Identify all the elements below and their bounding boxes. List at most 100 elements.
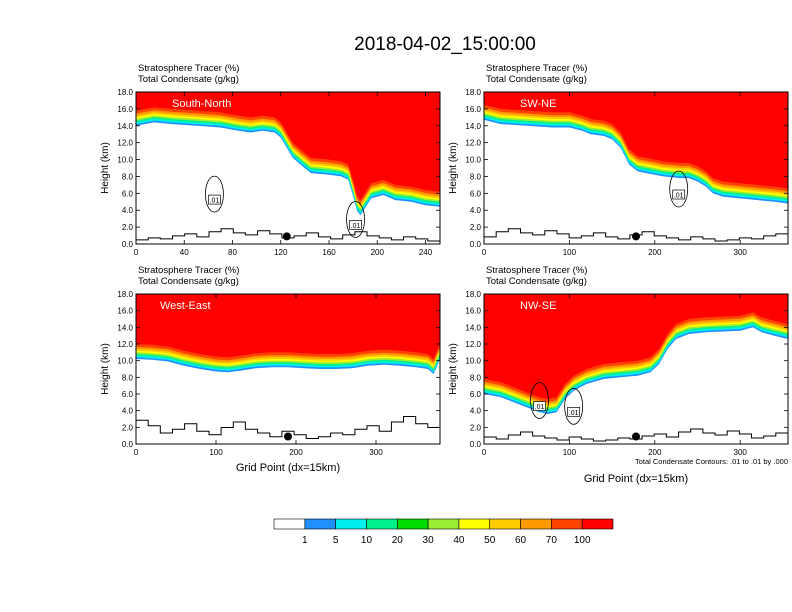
x-tick-label: 40 <box>180 248 189 257</box>
y-tick-label: 14.0 <box>465 122 481 131</box>
contour-label: .01 <box>535 404 545 411</box>
colorbar-label: 5 <box>333 535 339 546</box>
y-tick-label: 10.0 <box>117 357 133 366</box>
panel-label: South-North <box>172 98 231 110</box>
contour-label: .01 <box>210 198 220 205</box>
x-tick-label: 80 <box>228 248 237 257</box>
colorbar-label: 70 <box>546 535 558 546</box>
y-tick-label: 2.0 <box>470 223 482 232</box>
x-tick-label: 200 <box>648 248 662 257</box>
y-tick-label: 18.0 <box>117 290 133 299</box>
y-tick-label: 14.0 <box>465 323 481 332</box>
colorbar-swatch <box>366 518 398 530</box>
colorbar-swatch <box>520 518 552 530</box>
tracer-band <box>136 294 440 359</box>
contour-label-box <box>349 220 362 230</box>
figure-title: 2018-04-02_15:00:00 <box>354 34 536 55</box>
colorbar-swatch <box>304 518 336 530</box>
location-marker <box>632 232 640 241</box>
x-axis-label: Grid Point (dx=15km) <box>236 462 340 474</box>
plot-area: .01 <box>484 92 788 244</box>
colorbar-swatch <box>335 518 367 530</box>
location-marker <box>632 432 640 441</box>
y-tick-label: 16.0 <box>117 307 133 316</box>
field-label: Total Condensate (g/kg) <box>486 74 587 85</box>
colorbar-swatch <box>273 518 306 530</box>
colorbar-label: 40 <box>453 535 465 546</box>
contour-label-box <box>533 401 546 411</box>
contour-label-box <box>208 194 221 205</box>
colorbar-label: 30 <box>423 535 435 546</box>
y-tick-label: 2.0 <box>470 423 482 432</box>
y-tick-label: 4.0 <box>470 206 482 215</box>
condensate-contour <box>346 201 365 238</box>
x-tick-label: 160 <box>322 248 336 257</box>
field-label: Total Condensate (g/kg) <box>138 74 239 85</box>
colorbar-label: 1 <box>302 535 308 546</box>
colorbar-label: 100 <box>574 535 591 546</box>
y-tick-label: 18.0 <box>465 290 481 299</box>
y-tick-label: 0.0 <box>470 440 482 449</box>
plot-frame <box>483 293 789 445</box>
y-tick-label: 18.0 <box>465 88 481 97</box>
location-marker <box>282 232 291 241</box>
x-tick-label: 100 <box>563 248 577 257</box>
plot-frame <box>135 293 441 445</box>
plot-area: .01 .01 <box>484 294 788 444</box>
condensate-contour <box>530 382 549 419</box>
tracer-band <box>484 92 788 189</box>
y-tick-label: 8.0 <box>470 172 482 181</box>
x-tick-label: 0 <box>134 248 139 257</box>
y-tick-label: 12.0 <box>465 340 481 349</box>
tracer-band <box>136 92 440 201</box>
y-tick-label: 0.0 <box>470 240 482 249</box>
colorbar-swatch <box>458 518 491 530</box>
colorbar-swatch <box>427 518 460 530</box>
y-tick-label: 6.0 <box>470 390 482 399</box>
field-label: Stratosphere Tracer (%) <box>486 63 587 74</box>
x-tick-label: 240 <box>419 248 433 257</box>
y-tick-label: 16.0 <box>117 105 133 114</box>
contour-label: .01 <box>351 223 361 230</box>
footnote: Total Condensate Contours: .01 to .01 by… <box>635 457 788 466</box>
y-tick-label: 12.0 <box>465 139 481 148</box>
terrain-line <box>136 416 440 439</box>
x-tick-label: 100 <box>563 448 577 457</box>
colorbar-label: 50 <box>484 535 496 546</box>
y-tick-label: 4.0 <box>122 206 134 215</box>
y-tick-label: 4.0 <box>122 407 134 416</box>
colorbar-swatch <box>551 518 583 530</box>
contour-label: .01 <box>674 193 684 200</box>
y-tick-label: 16.0 <box>465 105 481 114</box>
location-marker <box>284 432 292 441</box>
colorbar-label: 60 <box>515 535 527 546</box>
y-tick-label: 14.0 <box>117 323 133 332</box>
x-tick-label: 100 <box>209 448 223 457</box>
y-tick-label: 8.0 <box>122 172 134 181</box>
panel-south-north: .01 .01 South-North Stratosphere Tracer (%)… <box>100 63 441 257</box>
x-tick-label: 200 <box>648 448 662 457</box>
plot-frame <box>483 91 789 245</box>
x-tick-label: 300 <box>734 448 748 457</box>
y-tick-label: 0.0 <box>122 240 134 249</box>
x-tick-label: 0 <box>482 448 487 457</box>
condensate-contour <box>564 387 584 425</box>
y-axis-label: Height (km) <box>100 142 111 194</box>
field-label: Total Condensate (g/kg) <box>486 276 587 287</box>
contour-label-box <box>672 189 686 200</box>
colorbar-label: 10 <box>361 535 373 546</box>
panel-sw-ne: .01 SW-NE Stratosphere Tracer (%)Total Con… <box>448 63 789 257</box>
x-tick-label: 300 <box>369 448 383 457</box>
contour-label-box <box>567 406 581 417</box>
field-label: Stratosphere Tracer (%) <box>138 265 239 276</box>
panel-label: West-East <box>160 300 211 312</box>
y-tick-label: 12.0 <box>117 340 133 349</box>
x-tick-label: 200 <box>289 448 303 457</box>
y-tick-label: 2.0 <box>122 423 134 432</box>
y-tick-label: 8.0 <box>122 373 134 382</box>
colorbar: 1 5 10 20 30 40 50 60 70 100 <box>273 518 614 546</box>
y-tick-label: 0.0 <box>122 440 134 449</box>
field-label: Stratosphere Tracer (%) <box>138 63 239 74</box>
y-axis-label: Height (km) <box>448 142 459 194</box>
